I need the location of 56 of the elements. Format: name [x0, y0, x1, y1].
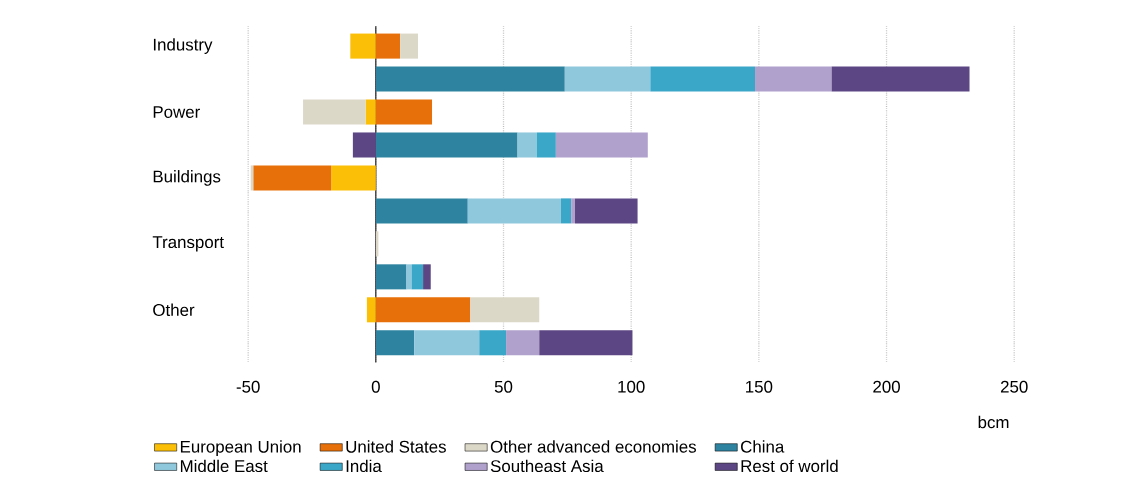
legend-label: Middle East — [180, 459, 268, 473]
bar — [253, 165, 332, 191]
legend-label: India — [346, 459, 382, 473]
bar — [555, 132, 648, 158]
bar — [375, 99, 433, 125]
x-tick-label: 100 — [618, 380, 645, 393]
bar — [414, 330, 480, 356]
bar — [755, 66, 832, 92]
bar — [406, 264, 412, 290]
bar — [331, 165, 376, 191]
y-tick-label: Transport — [152, 236, 224, 252]
y-tick-label: Other — [153, 303, 195, 316]
legend-label: China — [741, 440, 785, 453]
bar — [375, 264, 407, 290]
y-tick-label: Industry — [153, 38, 213, 54]
y-tick-label: Buildings — [153, 170, 221, 186]
x-tick-label: 200 — [873, 380, 900, 393]
bar — [365, 99, 376, 125]
bar — [352, 132, 376, 158]
bar — [575, 198, 638, 224]
bar — [375, 66, 565, 92]
bar — [536, 132, 556, 158]
legend-label: European Union — [180, 440, 301, 456]
bar — [470, 297, 540, 323]
bar — [411, 264, 424, 290]
x-tick-label: 50 — [494, 380, 513, 393]
bar — [400, 33, 418, 59]
bar — [375, 297, 471, 323]
bar — [650, 66, 756, 92]
bar — [564, 66, 651, 92]
x-tick-label: 250 — [1000, 380, 1028, 393]
x-axis-title: bcm — [978, 415, 1009, 429]
bar — [571, 198, 576, 224]
bar — [423, 264, 431, 290]
x-tick-label: 150 — [746, 380, 773, 393]
bar — [560, 198, 572, 224]
legend-label: Southeast Asia — [490, 459, 604, 473]
bar — [375, 33, 401, 59]
legend-label: Other advanced economies — [490, 440, 697, 453]
bar — [303, 99, 366, 125]
bar — [375, 132, 518, 158]
bar — [375, 198, 468, 224]
bar — [366, 297, 376, 323]
legend-label: United States — [346, 440, 446, 453]
bar — [350, 33, 376, 59]
bar — [467, 198, 561, 224]
bar — [517, 132, 537, 158]
x-tick-label: -50 — [236, 380, 260, 393]
legend-label: Rest of world — [741, 459, 838, 473]
bar — [831, 66, 970, 92]
bar — [479, 330, 507, 356]
x-tick-label: 0 — [371, 380, 380, 393]
y-tick-label: Power — [153, 106, 200, 118]
bar — [375, 330, 415, 356]
bar — [539, 330, 633, 356]
bar — [506, 330, 540, 356]
